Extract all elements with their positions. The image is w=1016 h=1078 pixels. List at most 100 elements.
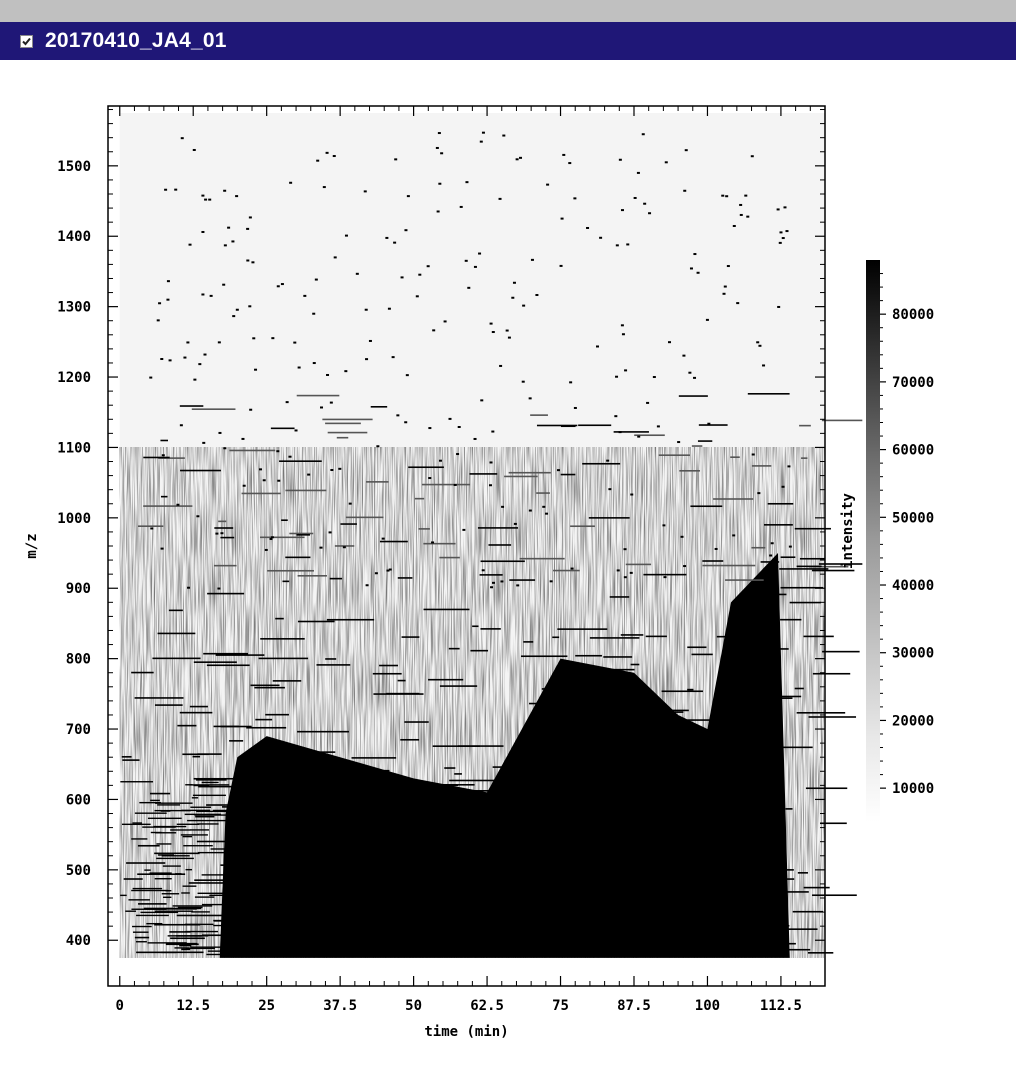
signal-streak (296, 534, 310, 536)
signal-streak (542, 876, 592, 879)
signal-streak (789, 601, 821, 604)
signal-streak (622, 875, 651, 878)
signal-streak (794, 527, 831, 530)
signal-streak (579, 887, 593, 890)
signal-dot (186, 341, 190, 344)
signal-streak (464, 905, 492, 908)
signal-dot (271, 337, 275, 340)
signal-streak (422, 909, 448, 911)
signal-streak (220, 864, 269, 866)
signal-dot (164, 188, 168, 191)
signal-streak (197, 892, 236, 894)
signal-streak (270, 427, 295, 430)
signal-streak (744, 884, 753, 887)
signal-streak (767, 502, 794, 505)
signal-streak (423, 608, 470, 611)
colorbar-gradient (866, 260, 880, 822)
signal-streak (428, 678, 464, 681)
signal-streak (210, 848, 250, 850)
signal-dot (294, 429, 298, 432)
signal-dot (618, 431, 622, 434)
signal-streak (684, 864, 721, 867)
signal-streak (821, 419, 863, 422)
signal-dot (203, 353, 207, 356)
signal-streak (132, 887, 163, 890)
signal-streak (404, 824, 455, 827)
signal-dot (201, 230, 205, 233)
signal-dot (231, 240, 235, 243)
signal-streak (277, 952, 330, 955)
signal-streak (625, 563, 652, 566)
signal-streak (154, 878, 172, 880)
signal-dot (677, 441, 681, 444)
signal-dot (568, 162, 572, 165)
signal-dot (648, 212, 652, 215)
signal-streak (570, 525, 595, 528)
signal-streak (136, 951, 177, 954)
signal-streak (197, 823, 219, 825)
signal-dot (432, 329, 436, 332)
signal-streak (613, 431, 649, 433)
signal-dot (507, 336, 511, 339)
signal-streak (185, 868, 193, 871)
signal-streak (161, 855, 190, 857)
y-tick-label: 1500 (57, 159, 91, 175)
signal-streak (409, 953, 423, 956)
signal-streak (144, 869, 151, 871)
signal-streak (636, 947, 682, 950)
signal-streak (139, 801, 161, 804)
signal-streak (661, 933, 699, 936)
signal-dot (721, 194, 725, 197)
signal-streak (811, 569, 855, 572)
signal-streak (183, 845, 213, 847)
signal-streak (580, 905, 610, 908)
signal-streak (723, 910, 738, 913)
signal-dot (217, 587, 221, 590)
signal-dot (696, 271, 700, 274)
signal-dot (436, 210, 440, 213)
signal-dot (220, 532, 224, 535)
signal-dot (502, 134, 506, 137)
signal-streak (746, 697, 763, 700)
signal-streak (589, 637, 640, 639)
signal-streak (165, 943, 199, 946)
signal-dot (176, 503, 180, 506)
signal-streak (598, 948, 632, 950)
signal-streak (137, 844, 160, 847)
signal-streak (207, 950, 242, 952)
y-tick-label: 500 (66, 863, 91, 879)
signal-streak (449, 847, 462, 850)
signal-streak (213, 564, 237, 567)
signal-streak (477, 527, 519, 529)
signal-streak (412, 942, 449, 944)
signal-dot (726, 265, 730, 268)
signal-dot (573, 406, 577, 409)
signal-streak (796, 565, 822, 568)
signal-streak (751, 869, 794, 871)
signal-streak (184, 923, 214, 926)
signal-dot (570, 567, 574, 570)
signal-dot (714, 547, 718, 550)
signal-streak (192, 794, 226, 797)
signal-dot (438, 459, 442, 462)
signal-dot (505, 329, 509, 332)
signal-dot (629, 571, 633, 574)
signal-streak (201, 781, 219, 784)
signal-streak (258, 657, 309, 660)
signal-streak (408, 466, 444, 469)
signal-streak (221, 806, 250, 808)
signal-streak (157, 632, 196, 635)
visibility-checkbox[interactable] (20, 34, 33, 48)
signal-dot (208, 198, 212, 201)
signal-dot (488, 484, 492, 487)
y-tick-label: 1400 (57, 229, 91, 245)
signal-streak (661, 690, 703, 693)
signal-streak (783, 924, 790, 927)
signal-streak (711, 927, 756, 930)
signal-streak (267, 831, 296, 834)
signal-streak (630, 663, 640, 666)
signal-streak (642, 718, 651, 720)
colorbar-tick-label: 10000 (892, 781, 934, 797)
signal-streak (510, 798, 541, 800)
signal-dot (499, 364, 503, 367)
